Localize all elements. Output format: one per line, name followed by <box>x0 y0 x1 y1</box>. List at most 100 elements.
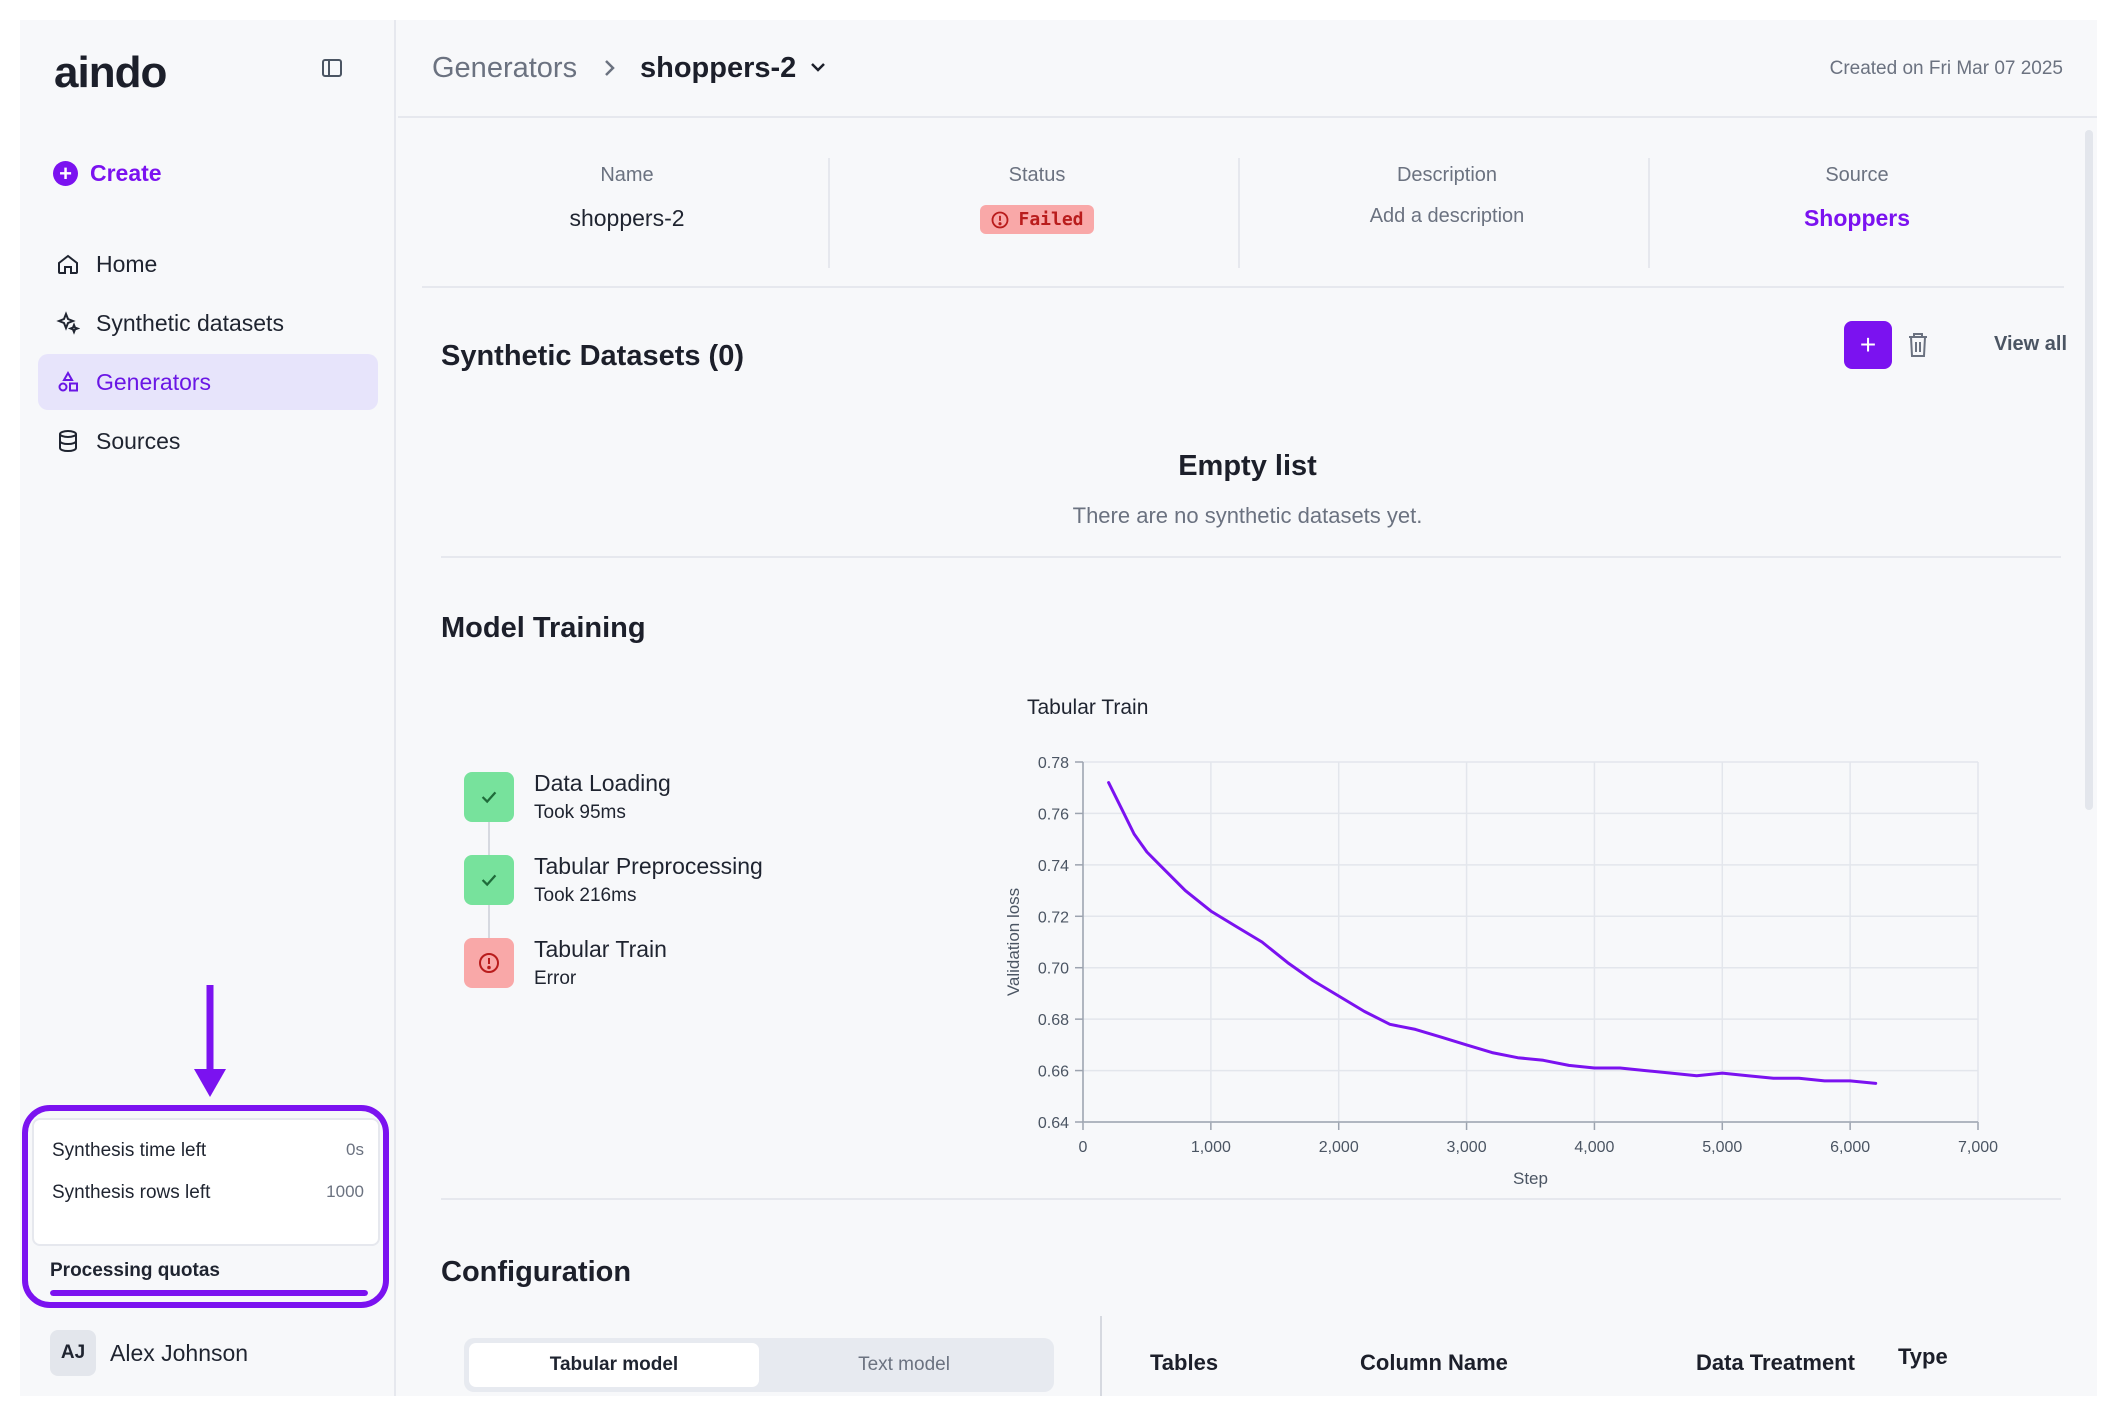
avatar: AJ <box>50 1330 96 1376</box>
step-sub: Error <box>534 968 577 989</box>
y-tick-label: 0.78 <box>1038 755 1069 772</box>
x-tick-label: 5,000 <box>1702 1139 1742 1156</box>
plus-circle-icon: + <box>53 161 78 186</box>
processing-quotas-label[interactable]: Processing quotas <box>50 1260 220 1281</box>
empty-list-title: Empty list <box>1178 450 1317 482</box>
model-tabs: Tabular model Text model <box>464 1338 1054 1392</box>
x-tick-label: 4,000 <box>1574 1139 1614 1156</box>
database-icon <box>59 430 77 453</box>
quota-card: Synthesis time left 0s Synthesis rows le… <box>32 1118 380 1246</box>
configuration-title: Configuration <box>441 1256 632 1288</box>
user-name: Alex Johnson <box>110 1339 249 1366</box>
chevron-down-icon[interactable] <box>808 60 828 76</box>
view-all-link[interactable]: View all <box>1994 333 2068 355</box>
y-tick-label: 0.76 <box>1038 806 1069 823</box>
model-training-title: Model Training <box>441 612 646 644</box>
processing-quotas-bar <box>50 1290 368 1296</box>
y-tick-label: 0.66 <box>1038 1064 1069 1081</box>
generator-meta: Name shoppers-2 Status Failed Descriptio… <box>422 138 2064 288</box>
chart-title: Tabular Train <box>1027 696 1149 719</box>
meta-source: Source Shoppers <box>1652 138 2062 248</box>
y-tick-label: 0.68 <box>1038 1012 1069 1029</box>
scrollbar[interactable] <box>2085 130 2093 810</box>
x-tick-label: 6,000 <box>1830 1139 1870 1156</box>
logo: aindo <box>54 48 167 97</box>
user-profile[interactable]: AJ Alex Johnson <box>50 1330 248 1376</box>
synthesis-time-label: Synthesis time left <box>52 1140 207 1161</box>
check-icon <box>464 855 514 905</box>
x-axis-label: Step <box>1513 1169 1548 1188</box>
meta-name-value: shoppers-2 <box>569 205 685 231</box>
divider <box>828 158 830 268</box>
arrow-down-icon <box>194 985 226 1097</box>
synthesis-time-row: Synthesis time left 0s <box>52 1140 364 1162</box>
source-link[interactable]: Shoppers <box>1803 205 1911 231</box>
trash-icon[interactable] <box>1906 331 1930 359</box>
alert-circle-icon <box>464 938 514 988</box>
app-window: aindo + Create Home Synthetic datasets G… <box>20 20 2097 1396</box>
created-date: Created on Fri Mar 07 2025 <box>1829 58 2063 79</box>
breadcrumb-generators[interactable]: Generators <box>432 52 578 84</box>
sidebar-item-label: Home <box>96 250 158 277</box>
step-tabular-train: Tabular Train Error <box>464 936 864 1008</box>
divider <box>1648 158 1650 268</box>
sidebar: aindo + Create Home Synthetic datasets G… <box>20 20 396 1396</box>
status-badge: Failed <box>980 205 1094 234</box>
quota-highlight-outline <box>22 1105 389 1308</box>
sidebar-item-label: Sources <box>96 427 181 454</box>
tab-tabular-model[interactable]: Tabular model <box>469 1343 759 1387</box>
divider <box>1100 1316 1102 1396</box>
sidebar-item-generators[interactable]: Generators <box>38 354 378 410</box>
sidebar-item-home[interactable]: Home <box>38 236 378 292</box>
step-connector <box>488 822 490 855</box>
step-connector <box>488 905 490 938</box>
x-tick-label: 7,000 <box>1958 1139 1998 1156</box>
y-tick-label: 0.72 <box>1038 909 1069 926</box>
sidebar-item-sources[interactable]: Sources <box>38 413 378 469</box>
y-tick-label: 0.64 <box>1038 1115 1069 1132</box>
y-axis-label: Validation loss <box>1004 888 1023 996</box>
create-button[interactable]: + Create <box>53 160 162 187</box>
column-header-column-name: Column Name <box>1360 1350 1508 1375</box>
sidebar-item-label: Generators <box>96 368 212 395</box>
meta-description-label: Description <box>1396 164 1498 186</box>
sparkles-icon <box>56 311 80 335</box>
column-header-type: Type <box>1898 1344 1948 1369</box>
x-tick-label: 3,000 <box>1447 1139 1487 1156</box>
create-label: Create <box>90 160 162 186</box>
sidebar-toggle-icon[interactable] <box>320 56 344 80</box>
divider <box>441 1198 2061 1200</box>
step-name: Data Loading <box>534 770 671 796</box>
divider <box>1238 158 1240 268</box>
meta-source-label: Source <box>1825 164 1889 186</box>
column-header-data-treatment: Data Treatment <box>1696 1350 1855 1375</box>
add-dataset-button[interactable]: + <box>1844 321 1892 369</box>
synthesis-rows-value: 1000 <box>326 1182 364 1201</box>
step-name: Tabular Train <box>534 936 667 962</box>
y-tick-label: 0.74 <box>1038 858 1069 875</box>
step-sub: Took 216ms <box>534 885 637 906</box>
step-data-loading: Data Loading Took 95ms <box>464 770 864 842</box>
x-tick-label: 1,000 <box>1191 1139 1231 1156</box>
meta-status-value: Failed <box>832 205 1242 236</box>
empty-list-subtitle: There are no synthetic datasets yet. <box>1072 503 1423 528</box>
alert-circle-icon <box>992 211 1009 228</box>
sidebar-nav: Home Synthetic datasets Generators Sourc… <box>38 236 378 472</box>
divider <box>441 556 2061 558</box>
x-tick-label: 0 <box>1079 1139 1088 1156</box>
breadcrumb-current: shoppers-2 <box>640 52 797 84</box>
validation-loss-line <box>1107 781 1878 1085</box>
step-sub: Took 95ms <box>534 802 626 823</box>
main-content: Generators shoppers-2 Created on Fri Mar… <box>398 20 2097 1396</box>
meta-status: Status Failed <box>832 138 1242 248</box>
x-tick-label: 2,000 <box>1319 1139 1359 1156</box>
sidebar-item-synthetic-datasets[interactable]: Synthetic datasets <box>38 295 378 351</box>
step-tabular-preprocessing: Tabular Preprocessing Took 216ms <box>464 853 864 925</box>
tab-text-model[interactable]: Text model <box>858 1354 950 1375</box>
column-header-tables: Tables <box>1150 1350 1219 1375</box>
validation-loss-chart: 0 1,000 2,000 3,000 4,000 5,000 6,000 7,000 0.64… <box>1004 755 1998 1188</box>
synthetic-datasets-title: Synthetic Datasets (0) <box>441 340 744 372</box>
meta-status-label: Status <box>1008 164 1066 186</box>
add-description-link[interactable]: Add a description <box>1369 205 1525 227</box>
chevron-right-icon <box>605 60 615 76</box>
